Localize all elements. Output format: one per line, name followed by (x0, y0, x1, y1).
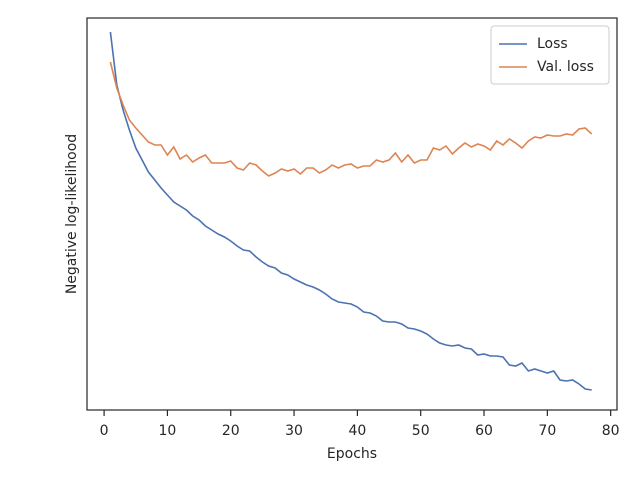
plot-frame (86, 17, 618, 411)
line-series (109, 61, 593, 177)
y-axis-label: Negative log-likelihood (64, 134, 80, 294)
legend-box (490, 25, 610, 85)
legend: Loss Val. loss (490, 25, 610, 85)
x-tick-label: 80 (602, 423, 620, 439)
x-tick-label: 70 (538, 423, 556, 439)
x-tick-label: 30 (285, 423, 303, 439)
line-series (109, 31, 592, 391)
x-tick-label: 0 (100, 423, 109, 439)
x-tick-label: 20 (222, 423, 240, 439)
x-axis-label: Epochs (327, 446, 377, 462)
x-tick-label: 40 (348, 423, 366, 439)
x-tick-label: 50 (412, 423, 430, 439)
legend-label: Loss (537, 36, 568, 52)
x-tick-label: 60 (475, 423, 493, 439)
x-tick-label: 10 (159, 423, 177, 439)
legend-label: Val. loss (537, 59, 594, 75)
